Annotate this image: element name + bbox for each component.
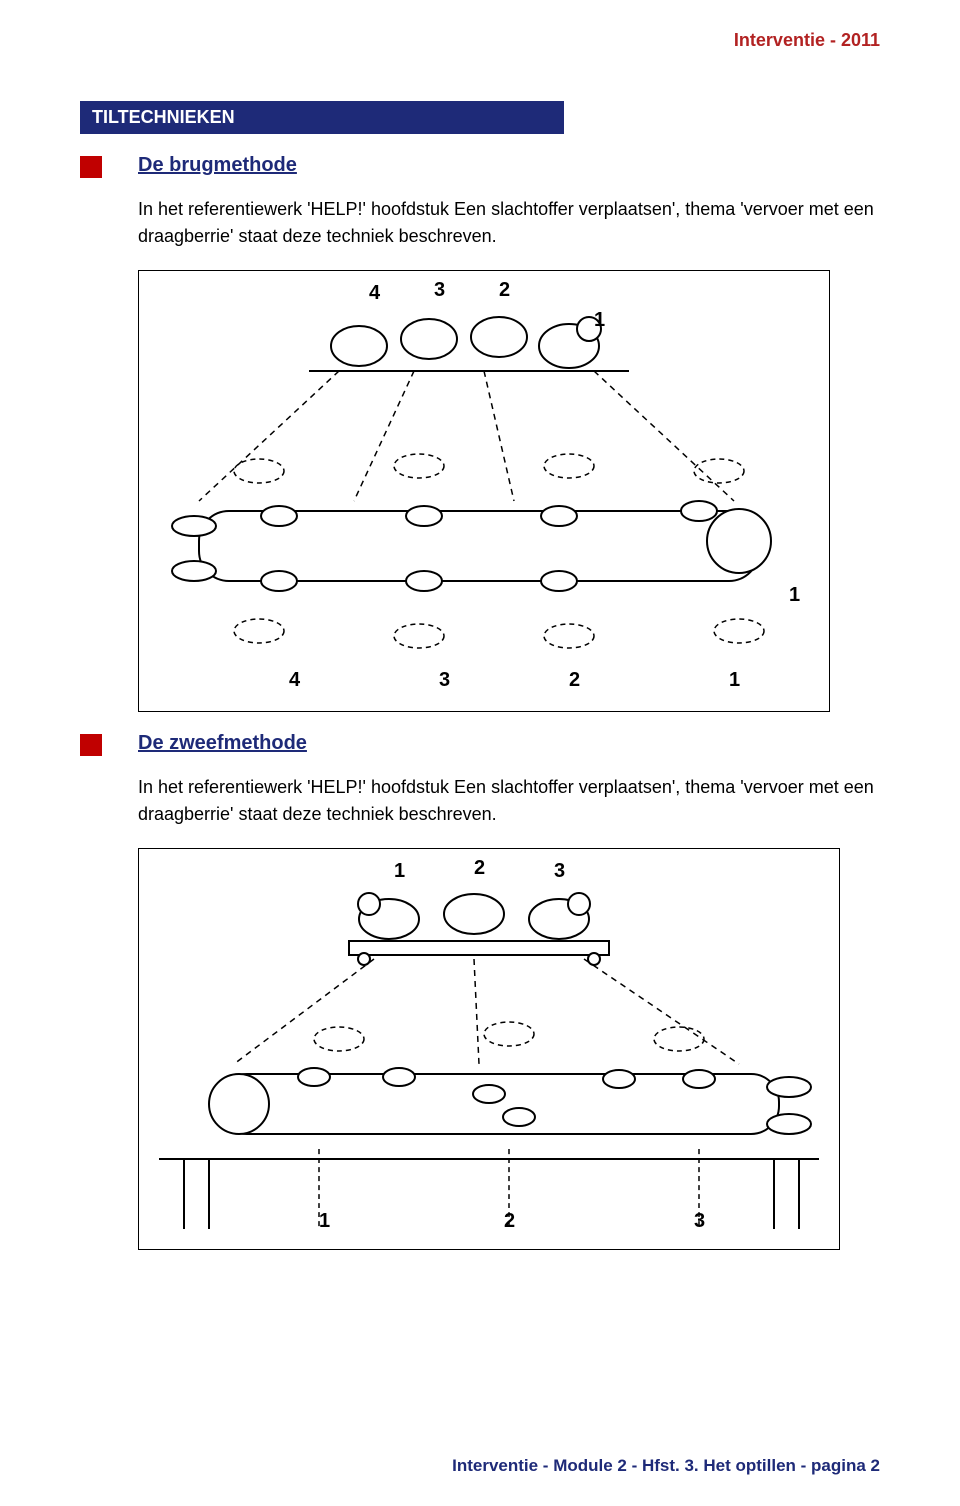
fig1-top-num-3: 3 bbox=[434, 279, 445, 301]
section-banner: TILTECHNIEKEN bbox=[80, 101, 564, 134]
fig1-bot-num-2: 2 bbox=[569, 669, 580, 691]
fig1-top-num-1: 1 bbox=[594, 309, 605, 331]
fig1-bot-num-4: 4 bbox=[289, 669, 301, 691]
page: Interventie - 2011 TILTECHNIEKEN De brug… bbox=[0, 0, 960, 1506]
section-1-body: In het referentiewerk 'HELP!' hoofdstuk … bbox=[138, 196, 880, 250]
section-2-body: In het referentiewerk 'HELP!' hoofdstuk … bbox=[138, 774, 880, 828]
page-footer: Interventie - Module 2 - Hfst. 3. Het op… bbox=[452, 1456, 880, 1476]
fig2-bot-num-1: 1 bbox=[319, 1210, 330, 1232]
bullet-icon bbox=[80, 156, 102, 178]
section-2-title: De zweefmethode bbox=[138, 732, 307, 755]
figure-2-svg: 1 2 3 bbox=[139, 849, 839, 1249]
fig2-top-num-3: 3 bbox=[554, 860, 565, 882]
figure-zweefmethode: 1 2 3 bbox=[138, 848, 840, 1250]
bullet-icon bbox=[80, 734, 102, 756]
fig2-top-num-1: 1 bbox=[394, 860, 405, 882]
fig2-top-num-2: 2 bbox=[474, 857, 485, 879]
fig1-bot-num-1: 1 bbox=[729, 669, 740, 691]
fig1-side-num-1: 1 bbox=[789, 584, 800, 606]
fig2-bot-num-3: 3 bbox=[694, 1210, 705, 1232]
fig1-top-num-4: 4 bbox=[369, 282, 381, 304]
fig1-top-num-2: 2 bbox=[499, 279, 510, 301]
section-1-title: De brugmethode bbox=[138, 154, 297, 177]
figure-brugmethode: 4 3 2 1 bbox=[138, 270, 830, 712]
section-2-heading-row: De zweefmethode bbox=[80, 732, 880, 756]
fig2-bot-num-2: 2 bbox=[504, 1210, 515, 1232]
header-label: Interventie - 2011 bbox=[80, 30, 880, 51]
section-1-heading-row: De brugmethode bbox=[80, 154, 880, 178]
fig1-bot-num-3: 3 bbox=[439, 669, 450, 691]
figure-1-svg: 4 3 2 1 bbox=[139, 271, 829, 711]
